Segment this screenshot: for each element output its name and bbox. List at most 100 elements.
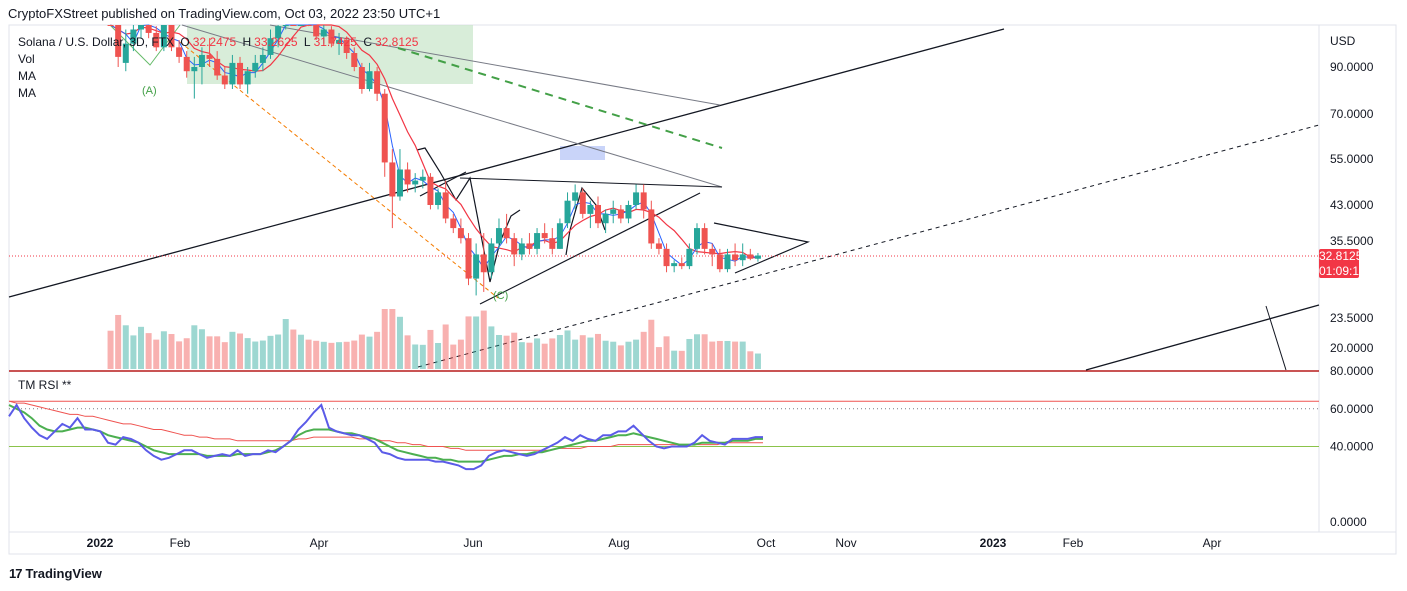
candle-body — [716, 254, 723, 270]
candle — [206, 38, 213, 67]
candle — [389, 149, 396, 229]
candle-body — [602, 213, 609, 224]
time-tick-label: Apr — [1203, 536, 1222, 550]
price-axis: 90.0000 70.0000 55.0000 43.0000 35.5000 23.50… — [1330, 60, 1374, 355]
volume-bar — [381, 309, 388, 369]
wedge-lower — [479, 192, 701, 305]
chart-frame — [8, 24, 1397, 555]
candle-body — [282, 25, 289, 27]
last-price-badge: 32.8125 — [1319, 249, 1363, 264]
candle-body — [457, 228, 464, 239]
candle-body — [511, 238, 518, 255]
candle-body — [191, 67, 198, 72]
orange-dashed-line — [179, 41, 499, 299]
candle-body — [130, 29, 137, 44]
candle — [587, 200, 594, 229]
candle — [419, 169, 426, 189]
candle-body — [168, 25, 175, 48]
candle — [663, 243, 670, 273]
candle — [336, 32, 343, 55]
volume-bar — [457, 339, 464, 369]
candle-body — [655, 243, 662, 249]
countdown-badge: 01:09:16 — [1319, 264, 1366, 278]
candle — [138, 25, 145, 39]
volume-bar — [358, 334, 365, 369]
volume-bar — [579, 335, 586, 369]
volume-bar — [297, 334, 304, 369]
volume-bar — [282, 319, 289, 369]
candle — [526, 233, 533, 255]
candle-body — [290, 25, 297, 26]
candle — [465, 233, 472, 286]
volume-bar — [678, 350, 685, 369]
candle-body — [503, 228, 510, 239]
legend-ma-2: MA — [18, 86, 36, 100]
volume-bar — [564, 330, 571, 369]
candle-body — [709, 248, 716, 255]
tradingview-logo[interactable]: 17 TradingView — [9, 566, 102, 581]
candle-body — [115, 25, 122, 57]
candle-body — [587, 204, 594, 214]
volume-bar — [480, 310, 487, 369]
candle-body — [305, 25, 312, 26]
legend-ma-1: MA — [18, 69, 36, 83]
volume-bar — [244, 338, 251, 369]
candle — [160, 25, 167, 52]
rsi-pane — [8, 400, 1319, 471]
time-tick-label: 2022 — [87, 536, 114, 550]
volume-bar — [495, 334, 502, 369]
volume-bar — [130, 335, 137, 369]
candle — [396, 149, 403, 201]
volume-bar — [572, 339, 579, 369]
legend-high-label: H — [242, 35, 252, 49]
candle — [579, 188, 586, 219]
candle — [130, 25, 137, 52]
wave-labels: (A) (C) — [142, 85, 508, 302]
currency-label: USD — [1330, 34, 1356, 48]
candle — [617, 204, 624, 224]
volume-bar — [716, 340, 723, 369]
candle — [183, 51, 190, 78]
candle-body — [564, 200, 571, 224]
volume-bar — [252, 341, 259, 369]
candle — [556, 218, 563, 249]
volume-bar — [183, 338, 190, 369]
candle — [221, 67, 228, 90]
rising-channel-line — [8, 28, 1005, 298]
candle-body — [678, 263, 685, 267]
volume-bar — [541, 343, 548, 369]
volume-bar — [160, 331, 167, 369]
volume-bar — [473, 316, 480, 369]
volume-bar — [488, 326, 495, 369]
volume-bar — [366, 336, 373, 369]
volume-bar — [549, 338, 556, 369]
candle — [473, 243, 480, 296]
candle — [237, 56, 244, 90]
candle-body — [336, 39, 343, 44]
candle-body — [381, 93, 388, 163]
price-tick-label: 43.0000 — [1330, 198, 1374, 212]
candle-body — [183, 56, 190, 72]
volume-bar — [198, 329, 205, 369]
candle — [572, 184, 579, 210]
candle-body — [663, 248, 670, 267]
volume-bar — [267, 335, 274, 369]
candle-body — [427, 176, 434, 205]
candle-body — [541, 233, 548, 239]
candle — [115, 25, 122, 67]
candle-body — [237, 62, 244, 85]
candle-body — [122, 43, 129, 63]
candle-body — [160, 25, 167, 48]
volume-bar — [732, 341, 739, 369]
volume-bar — [374, 331, 381, 369]
candle — [633, 184, 640, 210]
long-dashed-support — [417, 124, 1320, 368]
time-tick-label: Apr — [310, 536, 329, 550]
candle — [267, 29, 274, 59]
volume-bar — [122, 325, 129, 369]
volume-bar — [221, 342, 228, 369]
candle-body — [732, 254, 739, 261]
candle — [503, 213, 510, 244]
candle-body — [495, 228, 502, 244]
